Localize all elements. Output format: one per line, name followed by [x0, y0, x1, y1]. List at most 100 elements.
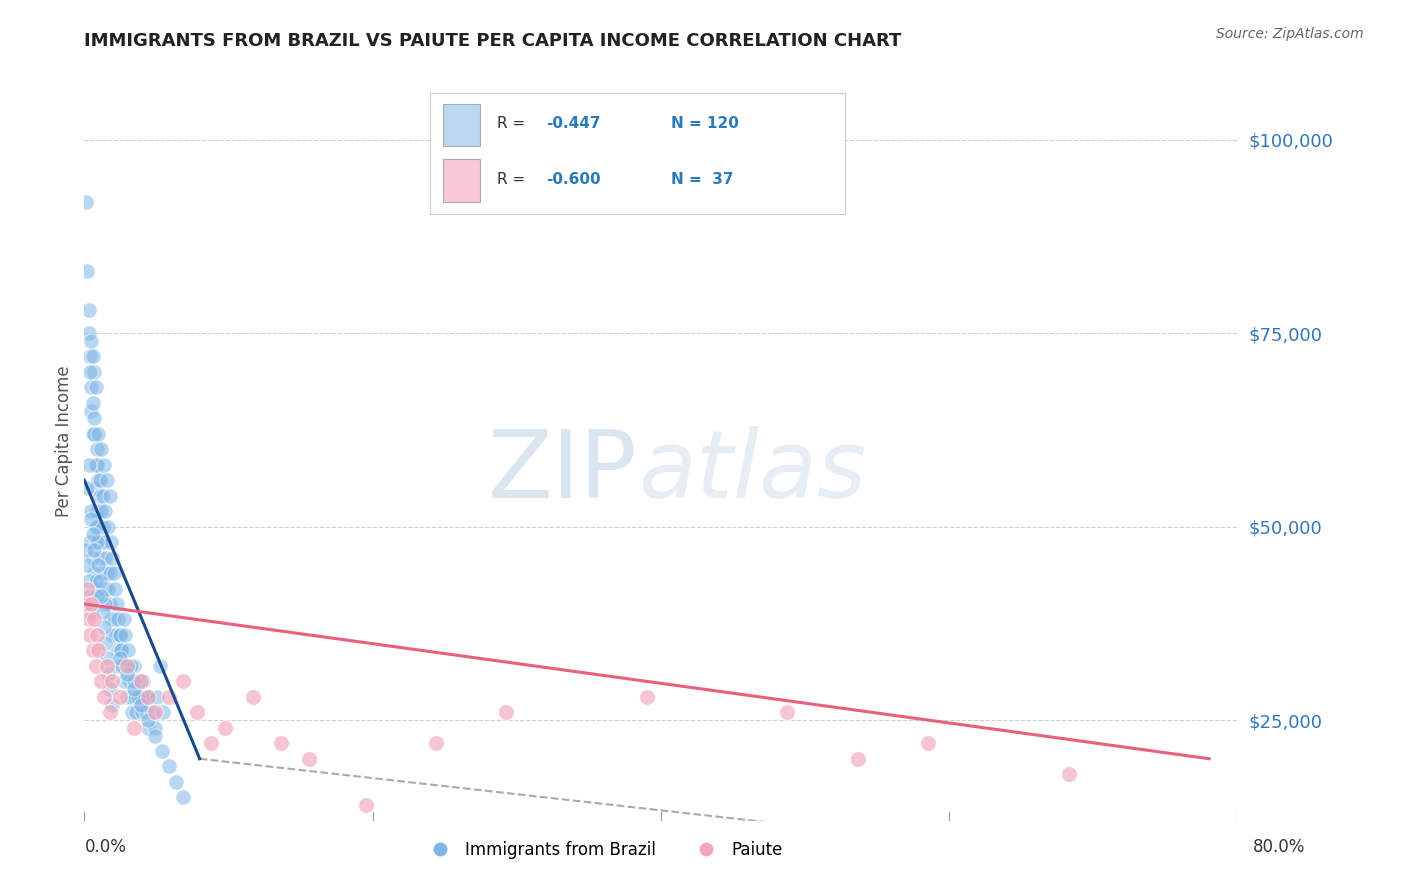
Point — [96, 659, 118, 673]
Point — [98, 489, 121, 503]
Point — [127, 690, 149, 704]
Y-axis label: Per Capita Income: Per Capita Income — [55, 366, 73, 517]
Point — [83, 365, 105, 379]
Point — [143, 721, 166, 735]
Point — [94, 550, 117, 565]
Point — [143, 729, 166, 743]
Point — [79, 350, 101, 364]
Point — [121, 706, 143, 720]
Point — [87, 519, 110, 533]
Point — [101, 628, 124, 642]
Point — [80, 504, 103, 518]
Point — [112, 674, 135, 689]
Point — [103, 566, 125, 580]
Point — [104, 628, 127, 642]
Point — [101, 550, 124, 565]
Point — [93, 690, 115, 704]
Point — [108, 690, 131, 704]
Legend: Immigrants from Brazil, Paiute: Immigrants from Brazil, Paiute — [418, 834, 789, 865]
Point — [91, 519, 114, 533]
Text: 0.0%: 0.0% — [84, 838, 127, 855]
Point — [89, 473, 111, 487]
Point — [108, 651, 131, 665]
Text: atlas: atlas — [638, 426, 866, 517]
Text: ZIP: ZIP — [488, 425, 638, 518]
Point — [117, 659, 139, 673]
Point — [86, 628, 108, 642]
Text: Source: ZipAtlas.com: Source: ZipAtlas.com — [1216, 27, 1364, 41]
Point — [846, 752, 869, 766]
Point — [165, 775, 187, 789]
Point — [152, 706, 174, 720]
Point — [94, 636, 117, 650]
Point — [80, 597, 103, 611]
Point — [104, 582, 127, 596]
Point — [136, 721, 159, 735]
Point — [112, 612, 135, 626]
Point — [132, 674, 155, 689]
Point — [110, 643, 132, 657]
Point — [79, 365, 101, 379]
Point — [96, 566, 118, 580]
Point — [138, 690, 160, 704]
Point — [76, 264, 98, 278]
Point — [89, 574, 111, 588]
Point — [1057, 767, 1080, 781]
Point — [80, 334, 103, 348]
Point — [90, 550, 112, 565]
Point — [129, 698, 152, 712]
Point — [83, 426, 105, 441]
Point — [97, 582, 120, 596]
Point — [122, 674, 145, 689]
Point — [84, 574, 107, 588]
Point — [141, 706, 163, 720]
Point — [101, 698, 124, 712]
Point — [172, 790, 194, 805]
Point — [172, 674, 194, 689]
Point — [186, 706, 208, 720]
Point — [90, 442, 112, 457]
Point — [80, 512, 103, 526]
Point — [131, 706, 153, 720]
Point — [136, 690, 159, 704]
Point — [122, 659, 145, 673]
Point — [87, 426, 110, 441]
Point — [94, 597, 117, 611]
Point — [105, 643, 128, 657]
Point — [87, 558, 110, 573]
Point — [82, 396, 104, 410]
Point — [107, 659, 129, 673]
Point — [90, 589, 112, 603]
Point — [80, 403, 103, 417]
Point — [105, 597, 128, 611]
Point — [103, 612, 125, 626]
Point — [136, 713, 159, 727]
Point — [86, 458, 108, 472]
Point — [93, 458, 115, 472]
Point — [83, 612, 105, 626]
Point — [108, 628, 131, 642]
Text: IMMIGRANTS FROM BRAZIL VS PAIUTE PER CAPITA INCOME CORRELATION CHART: IMMIGRANTS FROM BRAZIL VS PAIUTE PER CAP… — [84, 32, 901, 50]
Point — [84, 458, 107, 472]
Point — [86, 504, 108, 518]
Point — [89, 535, 111, 549]
Point — [114, 628, 136, 642]
Point — [135, 706, 157, 720]
Point — [134, 690, 156, 704]
Point — [127, 674, 149, 689]
Point — [84, 481, 107, 495]
Point — [75, 542, 97, 557]
Point — [93, 535, 115, 549]
Point — [495, 706, 517, 720]
Point — [425, 736, 447, 750]
Point — [115, 690, 138, 704]
Point — [101, 674, 124, 689]
Point — [125, 706, 148, 720]
Point — [87, 582, 110, 596]
Point — [89, 489, 111, 503]
Point — [75, 597, 97, 611]
Point — [115, 659, 138, 673]
Point — [214, 721, 236, 735]
Point — [77, 574, 100, 588]
Point — [124, 690, 146, 704]
